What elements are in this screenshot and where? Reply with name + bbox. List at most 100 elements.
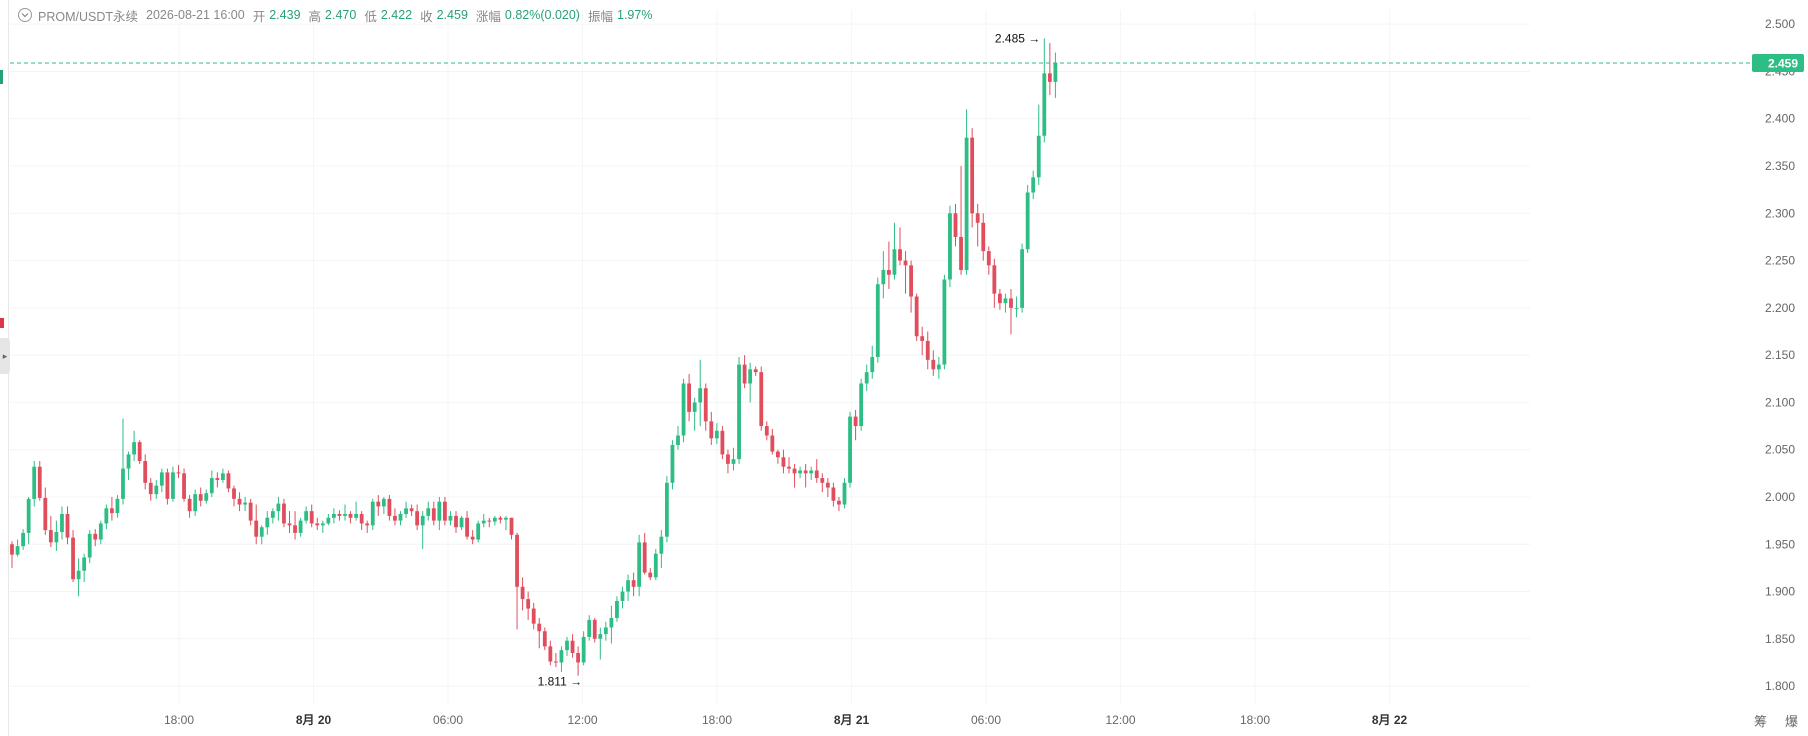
candle-body bbox=[104, 508, 109, 524]
candle-body bbox=[592, 619, 597, 639]
close-label: 收 bbox=[420, 9, 433, 24]
collapse-info-button[interactable] bbox=[18, 8, 32, 22]
candle-body bbox=[875, 284, 880, 358]
candle-body bbox=[581, 636, 586, 663]
candle bbox=[498, 515, 503, 524]
candle bbox=[731, 447, 736, 471]
candle bbox=[437, 496, 442, 531]
candle-body bbox=[237, 498, 242, 505]
candle bbox=[537, 618, 542, 649]
candle-body bbox=[609, 618, 614, 628]
min-price-label: 1.811 → bbox=[538, 675, 582, 689]
candle bbox=[615, 596, 619, 622]
candle bbox=[326, 513, 331, 526]
candle bbox=[870, 345, 875, 379]
candle bbox=[287, 511, 292, 533]
candle-body bbox=[320, 523, 325, 526]
candle-body bbox=[187, 498, 192, 512]
candle-body bbox=[909, 265, 913, 297]
candle bbox=[282, 498, 286, 528]
candle-body bbox=[270, 511, 275, 518]
candle bbox=[653, 548, 658, 581]
liquidation-button[interactable]: 爆 bbox=[1784, 714, 1798, 729]
candle-body bbox=[115, 498, 120, 514]
candle-body bbox=[631, 580, 636, 587]
candle bbox=[798, 466, 802, 479]
candle-body bbox=[481, 520, 486, 524]
candle bbox=[676, 426, 680, 450]
candle-body bbox=[454, 515, 458, 528]
candle bbox=[492, 515, 497, 526]
left-price-marker bbox=[0, 70, 3, 84]
candle-body bbox=[520, 586, 525, 600]
candle-body bbox=[781, 457, 786, 467]
chevron-right-icon: ▸ bbox=[2, 350, 8, 361]
candle-body bbox=[437, 501, 442, 521]
candle-body bbox=[404, 508, 408, 514]
candle-body bbox=[748, 369, 753, 384]
candle-body bbox=[243, 502, 247, 505]
candle-body bbox=[687, 383, 691, 412]
candle bbox=[26, 496, 31, 545]
candle bbox=[476, 520, 481, 543]
candle-body bbox=[992, 265, 997, 294]
candle-body bbox=[914, 296, 919, 337]
candle-body bbox=[920, 336, 925, 341]
candle bbox=[692, 397, 697, 431]
candle bbox=[420, 511, 425, 549]
candle-body bbox=[304, 511, 309, 521]
candle-body bbox=[54, 531, 59, 543]
candle-body bbox=[726, 454, 730, 464]
y-tick-label: 2.200 bbox=[1765, 301, 1795, 315]
candle bbox=[570, 634, 575, 658]
candle-body bbox=[1025, 192, 1030, 250]
candle-body bbox=[642, 542, 647, 573]
candle-body bbox=[337, 513, 342, 516]
candle bbox=[959, 166, 963, 275]
chip-distribution-button[interactable]: 筹 bbox=[1753, 714, 1767, 729]
candle bbox=[398, 511, 403, 526]
candle bbox=[237, 492, 242, 512]
candle bbox=[182, 468, 186, 502]
current-price-label: 2.459 bbox=[1768, 56, 1798, 70]
candle-body bbox=[448, 515, 453, 521]
candle-body bbox=[254, 520, 259, 537]
amplitude-value: 1.97% bbox=[617, 8, 653, 22]
candle bbox=[143, 454, 148, 490]
candle-body bbox=[221, 473, 225, 480]
candle bbox=[82, 553, 87, 583]
candle-body bbox=[504, 517, 508, 520]
candle-body bbox=[620, 591, 625, 601]
candle bbox=[370, 498, 375, 531]
candle bbox=[698, 359, 703, 427]
candle-body bbox=[226, 473, 231, 489]
candle-body bbox=[1047, 73, 1052, 82]
candle bbox=[198, 487, 203, 507]
y-tick-label: 2.150 bbox=[1765, 348, 1795, 362]
candle-body bbox=[1042, 73, 1047, 136]
candle bbox=[576, 646, 580, 676]
candle bbox=[820, 473, 825, 493]
candle-body bbox=[381, 498, 386, 507]
candle-body bbox=[554, 661, 558, 663]
candle-body bbox=[515, 534, 519, 587]
candle-body bbox=[87, 533, 92, 558]
candle-body bbox=[753, 369, 758, 373]
candle bbox=[909, 260, 913, 313]
candle-body bbox=[576, 652, 580, 663]
candle-body bbox=[10, 544, 14, 555]
candle-body bbox=[820, 478, 825, 483]
candle bbox=[448, 511, 453, 526]
low-label: 低 bbox=[364, 9, 377, 24]
candle bbox=[454, 511, 458, 533]
candle-body bbox=[82, 557, 87, 571]
collapse-handle[interactable]: ▸ bbox=[0, 338, 10, 374]
x-tick-label: 18:00 bbox=[702, 713, 732, 727]
candle bbox=[637, 534, 642, 597]
open-value: 2.439 bbox=[269, 8, 301, 22]
x-tick-label: 8月 21 bbox=[834, 713, 870, 727]
candle bbox=[853, 409, 858, 441]
candle bbox=[193, 489, 198, 516]
